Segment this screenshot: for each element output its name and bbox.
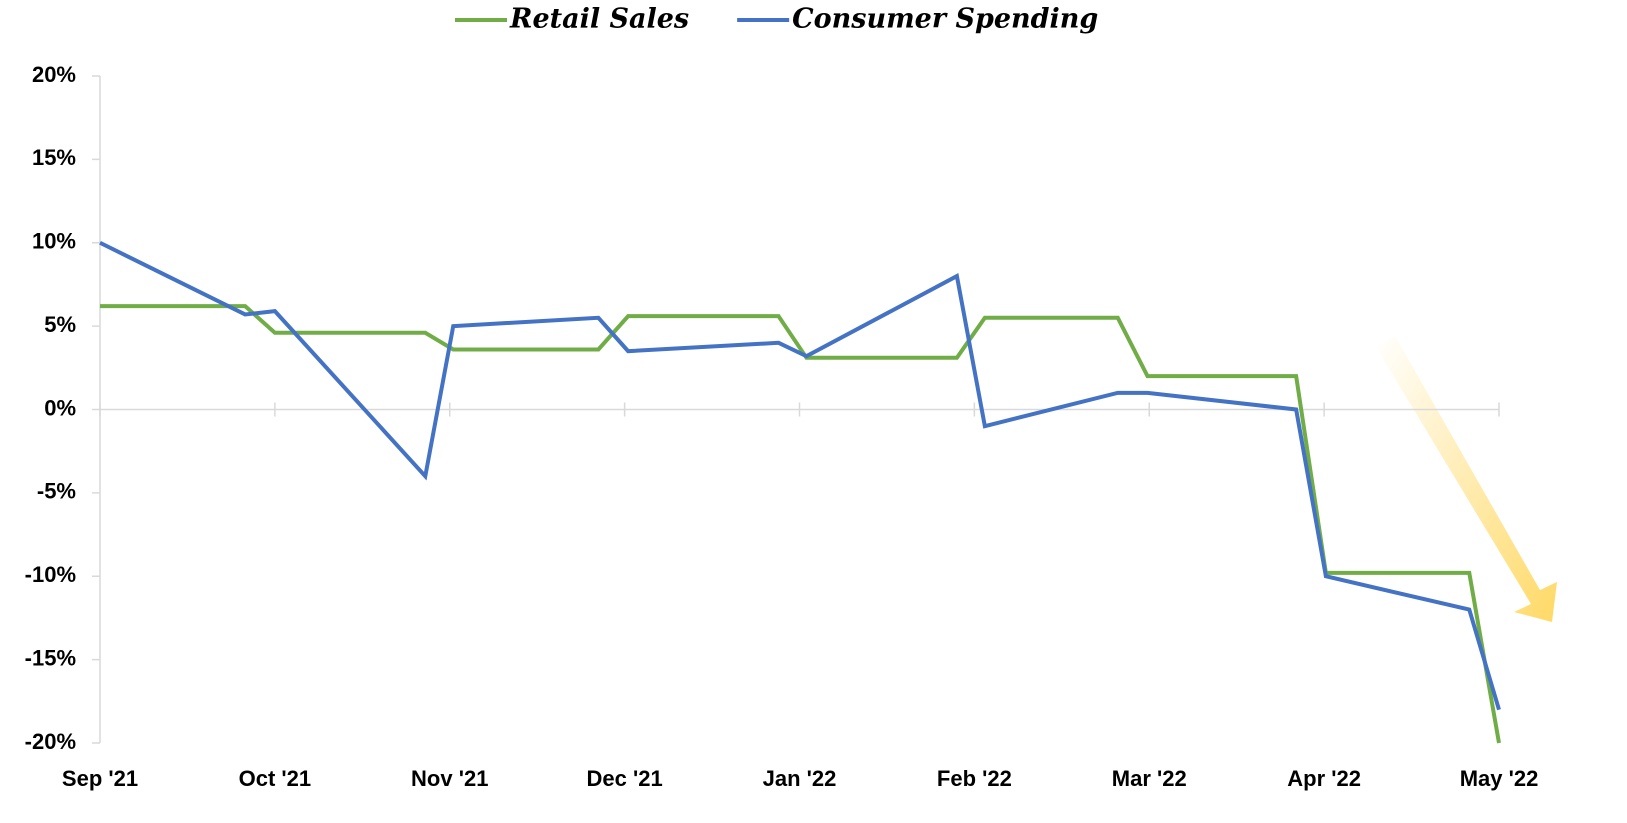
trend-arrow — [1376, 336, 1557, 622]
y-tick-label: 10% — [32, 229, 76, 254]
x-tick-label: May '22 — [1460, 766, 1539, 791]
legend-label: Retail Sales — [509, 4, 689, 35]
y-tick-label: -5% — [37, 479, 76, 504]
x-tick-label: Jan '22 — [763, 766, 837, 791]
x-tick-label: Mar '22 — [1112, 766, 1187, 791]
x-tick-label: Feb '22 — [937, 766, 1012, 791]
y-tick-label: 0% — [44, 395, 76, 420]
x-tick-label: Dec '21 — [587, 766, 663, 791]
x-tick-label: Nov '21 — [411, 766, 488, 791]
legend-label: Consumer Spending — [792, 4, 1098, 35]
x-tick-label: Apr '22 — [1287, 766, 1361, 791]
y-tick-label: 15% — [32, 145, 76, 170]
y-tick-label: 5% — [44, 312, 76, 337]
y-tick-label: -10% — [25, 562, 76, 587]
y-tick-label: 20% — [32, 62, 76, 87]
series-line — [100, 304, 1501, 744]
series-line — [99, 240, 1501, 711]
x-tick-label: Oct '21 — [239, 766, 312, 791]
y-tick-label: -20% — [25, 729, 76, 754]
y-tick-label: -15% — [25, 645, 76, 670]
x-tick-label: Sep '21 — [62, 766, 138, 791]
